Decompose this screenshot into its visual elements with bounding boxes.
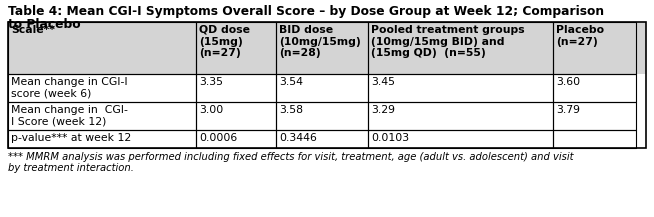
- Bar: [368, 22, 553, 74]
- Bar: [8, 130, 196, 148]
- Text: Mean change in CGI-I
score (week 6): Mean change in CGI-I score (week 6): [11, 77, 128, 99]
- Text: *** MMRM analysis was performed including fixed effects for visit, treatment, ag: *** MMRM analysis was performed includin…: [8, 152, 574, 162]
- Text: 3.35: 3.35: [199, 77, 223, 87]
- Bar: [553, 102, 636, 130]
- Text: 0.3446: 0.3446: [279, 133, 317, 143]
- Text: BID dose
(10mg/15mg)
(n=28): BID dose (10mg/15mg) (n=28): [279, 25, 361, 58]
- Text: 3.00: 3.00: [199, 105, 224, 115]
- Text: 3.79: 3.79: [557, 105, 581, 115]
- Text: by treatment interaction.: by treatment interaction.: [8, 163, 134, 173]
- Text: Table 4: Mean CGI-I Symptoms Overall Score – by Dose Group at Week 12; Compariso: Table 4: Mean CGI-I Symptoms Overall Sco…: [8, 5, 604, 18]
- Text: 0.0103: 0.0103: [371, 133, 409, 143]
- Text: 3.60: 3.60: [557, 77, 581, 87]
- Text: QD dose
(15mg)
(n=27): QD dose (15mg) (n=27): [199, 25, 250, 58]
- Bar: [276, 130, 368, 148]
- Text: 0.0006: 0.0006: [199, 133, 237, 143]
- Bar: [196, 130, 276, 148]
- Text: Placebo
(n=27): Placebo (n=27): [557, 25, 604, 47]
- Text: p-value*** at week 12: p-value*** at week 12: [11, 133, 131, 143]
- Bar: [196, 74, 276, 102]
- Bar: [553, 130, 636, 148]
- Bar: [368, 74, 553, 102]
- Text: Pooled treatment groups
(10mg/15mg BID) and
(15mg QD)  (n=55): Pooled treatment groups (10mg/15mg BID) …: [371, 25, 525, 58]
- Text: 3.29: 3.29: [371, 105, 396, 115]
- Bar: [276, 102, 368, 130]
- Bar: [8, 22, 646, 148]
- Bar: [553, 22, 636, 74]
- Text: 3.58: 3.58: [279, 105, 303, 115]
- Text: Mean change in  CGI-
I Score (week 12): Mean change in CGI- I Score (week 12): [11, 105, 128, 127]
- Bar: [8, 22, 646, 74]
- Bar: [196, 102, 276, 130]
- Bar: [276, 74, 368, 102]
- Bar: [276, 22, 368, 74]
- Bar: [8, 74, 196, 102]
- Text: to Placebo: to Placebo: [8, 18, 80, 31]
- Text: Scale**: Scale**: [11, 25, 55, 35]
- Text: 3.54: 3.54: [279, 77, 303, 87]
- Bar: [368, 102, 553, 130]
- Text: 3.45: 3.45: [371, 77, 396, 87]
- Bar: [368, 130, 553, 148]
- Bar: [8, 22, 196, 74]
- Bar: [196, 22, 276, 74]
- Bar: [553, 74, 636, 102]
- Bar: [8, 102, 196, 130]
